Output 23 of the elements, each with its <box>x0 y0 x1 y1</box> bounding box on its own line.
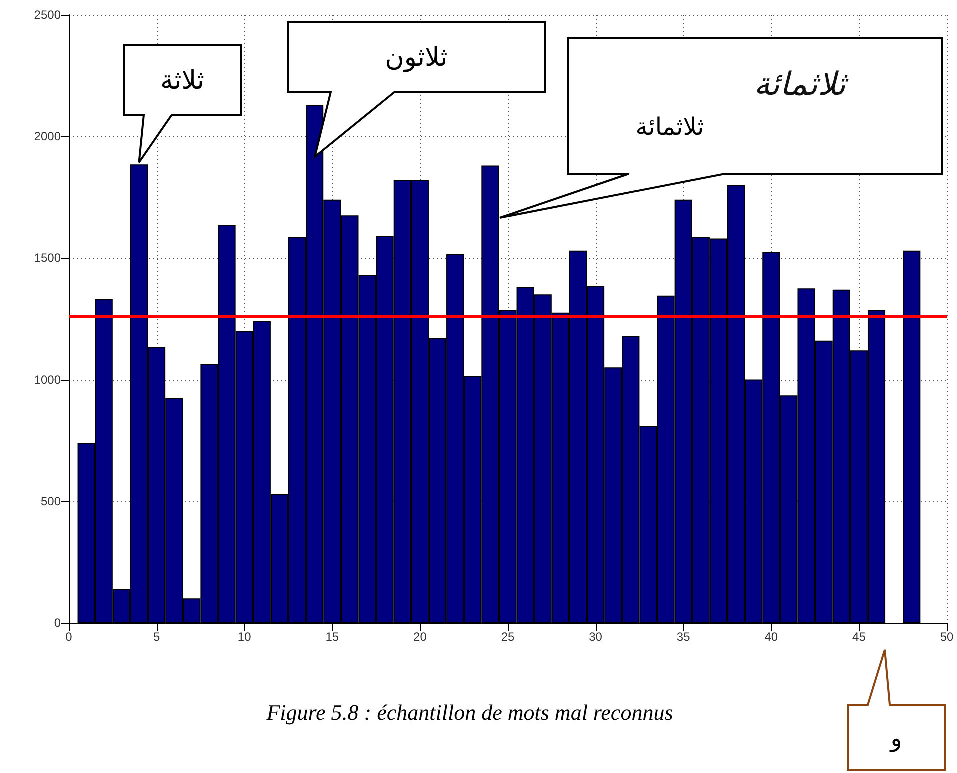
x-tick-label: 15 <box>326 630 340 644</box>
annotation: ثلاثة <box>160 66 204 96</box>
annotation: ثلاثمائة <box>754 65 849 103</box>
annotation: ثلاثمائة <box>636 113 704 141</box>
y-tick-label: 2000 <box>34 130 62 144</box>
x-tick-label: 40 <box>764 630 778 644</box>
text: و <box>890 724 902 752</box>
y-tick-label: 1500 <box>34 251 62 266</box>
y-tick-label: 2500 <box>34 8 62 22</box>
x-tick-label: 50 <box>940 630 954 644</box>
annotation: ثلاثون <box>385 43 448 73</box>
x-tick-label: 25 <box>501 630 515 644</box>
caption: Figure 5.8 : échantillon de mots mal reconnus <box>266 700 674 725</box>
x-tick-label: 45 <box>852 630 866 644</box>
x-tick-label: 20 <box>414 630 428 644</box>
x-tick-label: 35 <box>676 630 691 644</box>
x-tick-label: 5 <box>153 630 160 644</box>
x-tick-label: 0 <box>66 630 73 644</box>
y-tick-label: 500 <box>40 494 62 508</box>
y-tick-label: 1000 <box>34 372 62 387</box>
x-tick-label: 30 <box>589 630 603 644</box>
x-tick-label: 10 <box>238 630 252 644</box>
y-tick-label: 0 <box>54 616 62 630</box>
